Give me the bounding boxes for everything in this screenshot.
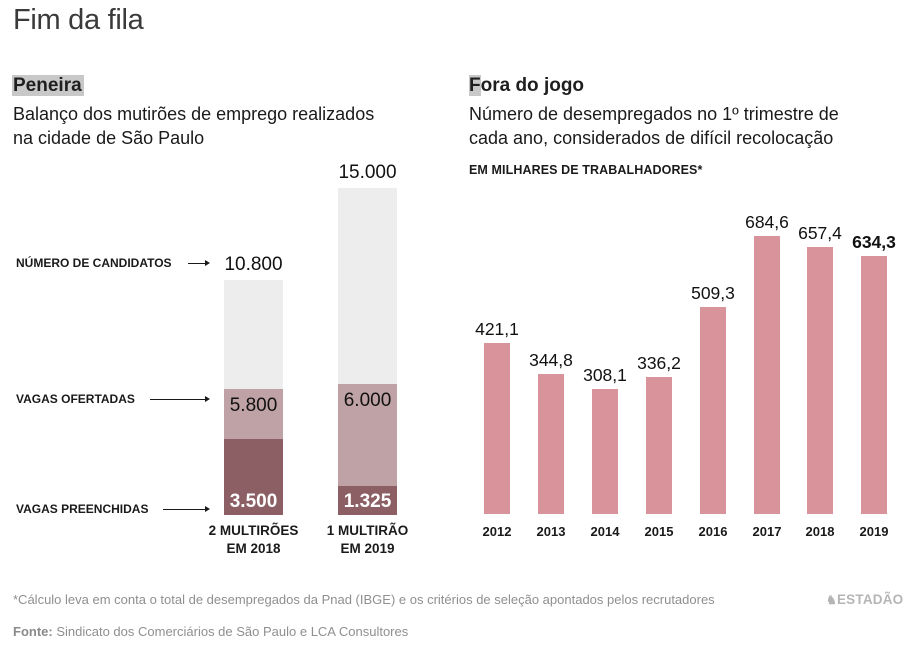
category-label-line-1: 2 MULTIRÕES <box>208 523 299 538</box>
value-label-2018: 657,4 <box>798 223 842 244</box>
year-label-2012: 2012 <box>482 524 512 539</box>
arrow-offered-line <box>150 399 206 400</box>
bar-2018 <box>807 247 833 514</box>
value-label-2017: 684,6 <box>745 212 789 232</box>
left-heading-text: Peneira <box>12 75 84 96</box>
year-label-2017: 2017 <box>752 524 782 539</box>
unit-label: EM MILHARES DE TRABALHADORES* <box>469 163 703 177</box>
category-label-line-2: EM 2018 <box>226 541 281 556</box>
right-heading-first-letter: F <box>469 75 481 96</box>
year-label-2019: 2019 <box>859 524 889 539</box>
value-label-2019: 634,3 <box>852 232 896 253</box>
label-offered: VAGAS OFERTADAS <box>16 392 135 406</box>
value-label-2012: 421,1 <box>475 319 519 339</box>
bar-2014 <box>592 388 618 514</box>
right-subtitle: Número de desempregados no 1º trimestre … <box>469 102 839 150</box>
value-label-2014: 308,1 <box>583 364 627 385</box>
arrow-filled-icon <box>205 506 210 512</box>
bar-2017 <box>754 236 780 514</box>
right-subtitle-line-2: cada ano, considerados de difícil recolo… <box>469 128 834 148</box>
left-subtitle: Balanço dos mutirões de emprego realizad… <box>13 102 374 150</box>
bar-filled <box>224 438 283 515</box>
arrow-filled-line <box>163 509 206 510</box>
source: Fonte: Sindicato dos Comerciários de São… <box>13 624 408 639</box>
category-label-line-1: 1 MULTIRÃO <box>326 523 409 538</box>
left-heading: Peneira <box>12 75 84 97</box>
footnote: *Cálculo leva em conta o total de desemp… <box>13 592 715 607</box>
year-label-2018: 2018 <box>805 524 835 539</box>
value-label-2016: 509,3 <box>691 283 735 304</box>
year-label-2013: 2013 <box>536 524 566 539</box>
bar-filled <box>338 486 397 515</box>
value-label-2013: 344,8 <box>529 349 573 370</box>
year-label-2015: 2015 <box>644 524 674 539</box>
right-heading: Fora do jogo <box>469 75 584 97</box>
page-title: Fim da fila <box>13 4 144 36</box>
value-filled: 1.325 <box>343 491 392 512</box>
estadao-logo: ♞ESTADÃO <box>826 592 903 607</box>
source-text: Sindicato dos Comerciários de São Paulo … <box>52 624 409 639</box>
horse-icon: ♞ <box>826 593 837 607</box>
arrow-candidates-line <box>188 263 206 264</box>
value-candidates: 15.000 <box>338 162 397 183</box>
value-label-2015: 336,2 <box>637 353 681 374</box>
bar-2015 <box>646 377 672 514</box>
bar-2013 <box>538 373 564 514</box>
value-candidates: 10.800 <box>224 253 283 275</box>
label-candidates: NÚMERO DE CANDIDATOS <box>16 256 172 270</box>
right-heading-rest: ora do jogo <box>480 75 585 96</box>
bar-2012 <box>484 343 510 514</box>
category-label: 2 MULTIRÕES EM 2018 <box>194 522 313 558</box>
category-label: 1 MULTIRÃO EM 2019 <box>308 522 427 558</box>
arrow-offered-icon <box>205 396 210 402</box>
logo-text: ESTADÃO <box>836 592 904 607</box>
right-subtitle-line-1: Número de desempregados no 1º trimestre … <box>469 104 839 124</box>
year-label-2016: 2016 <box>698 524 728 539</box>
value-offered: 5.800 <box>229 394 278 416</box>
source-label: Fonte: <box>13 624 53 639</box>
arrow-candidates-icon <box>205 260 210 266</box>
bar-2019 <box>861 256 887 514</box>
left-chart: 10.800 5.800 3.500 2 MULTIRÕES EM 2018 15.000… <box>0 0 460 580</box>
label-filled: VAGAS PREENCHIDAS <box>16 502 149 516</box>
left-subtitle-line-1: Balanço dos mutirões de emprego realizad… <box>13 104 375 124</box>
category-label-line-2: EM 2019 <box>340 541 395 556</box>
year-label-2014: 2014 <box>590 524 620 539</box>
value-filled: 3.500 <box>229 491 278 512</box>
left-subtitle-line-2: na cidade de São Paulo <box>13 128 205 148</box>
right-chart: 421,1 2012 344,8 2013 308,1 2014 336,2 2015 509,… <box>475 212 896 539</box>
bar-2016 <box>700 307 726 514</box>
value-offered: 6.000 <box>343 390 392 412</box>
